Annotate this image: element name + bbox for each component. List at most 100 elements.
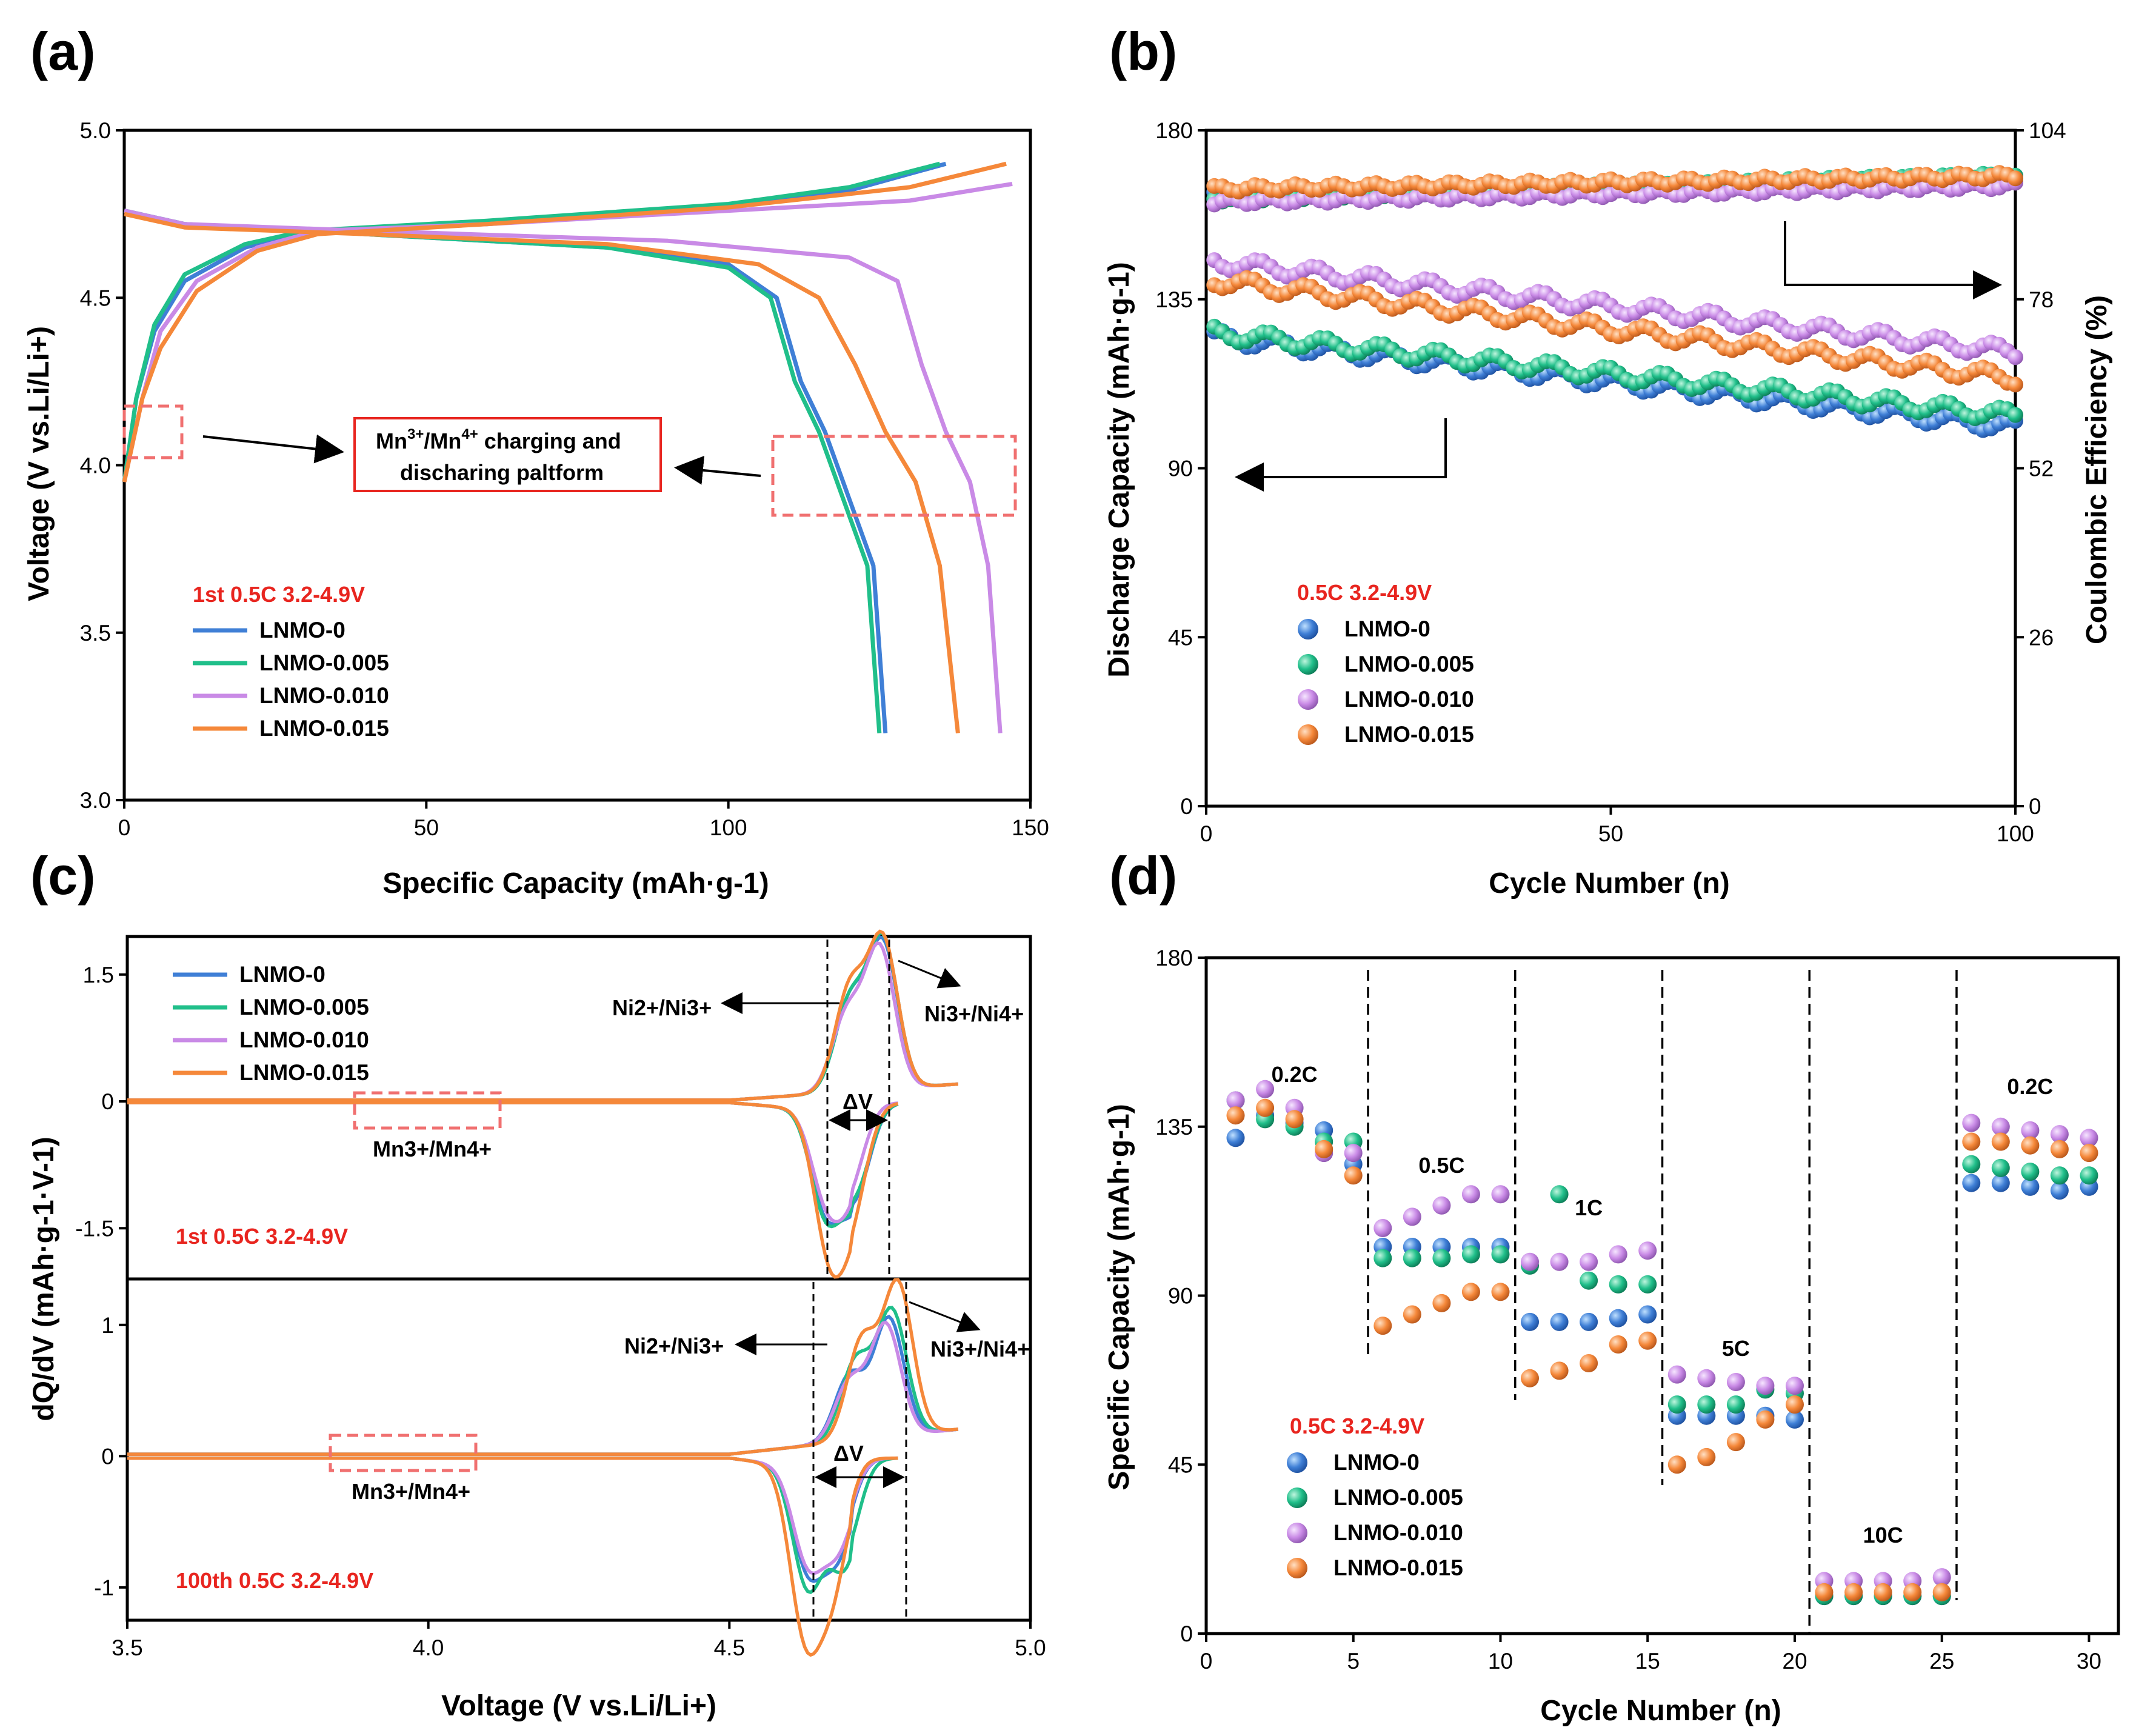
panel-b-y2tick-label-0: 0 (2029, 794, 2041, 819)
panel-d-capacity-point (1461, 1245, 1480, 1264)
panel-d-capacity-point (1697, 1447, 1716, 1466)
panel-c-legend-label-1: LNMO-0.005 (239, 995, 369, 1020)
panel-c-legend-label-0: LNMO-0 (239, 962, 325, 987)
panel-c-bottom-ytick-label-0: -1 (94, 1575, 114, 1600)
panel-d-legend-marker-0 (1287, 1452, 1307, 1473)
panel-d-capacity-point (2021, 1177, 2040, 1196)
panel-label-a: (a) (30, 21, 96, 81)
panel-d-legend-label-1: LNMO-0.005 (1333, 1485, 1463, 1510)
panel-d-capacity-point (1667, 1365, 1686, 1384)
panel-b-capacity-point (2008, 349, 2023, 366)
panel-c-bottom-red-arrow (909, 1301, 981, 1332)
panel-d-ytick-label-4: 180 (1155, 946, 1193, 970)
panel-c-top-red-label: Ni3+/Ni4+ (924, 1001, 1024, 1026)
panel-c-chart: 3.5 4.0 4.5 5.0 -1.5 0 1.5 -1 0 1 ΔV ΔV Ni2+/Ni3+… (28, 929, 1046, 1722)
panel-d-capacity-point (1550, 1185, 1569, 1204)
panel-d-capacity-point (1609, 1335, 1627, 1354)
panel-a-discharge-curve-3 (124, 212, 960, 733)
panel-a-legend-label-2: LNMO-0.010 (259, 683, 389, 708)
panel-a-ytick-label-0: 3.0 (80, 788, 111, 813)
panel-a-mn-box-left (122, 404, 184, 459)
panel-a-y-axis-label: Voltage (V vs.Li/Li+) (23, 326, 55, 601)
panel-a-condition: 1st 0.5C 3.2-4.9V (193, 582, 365, 607)
panel-b-legend-label-1: LNMO-0.005 (1344, 652, 1474, 676)
panel-a-xtick-label-1: 50 (414, 815, 439, 840)
panel-c-bottom-red-label: Ni3+/Ni4+ (930, 1337, 1030, 1361)
panel-d-capacity-point (1962, 1113, 1981, 1132)
panel-d-capacity-point (1962, 1132, 1981, 1151)
panel-b-arrow-left-axis (1235, 418, 1447, 492)
panel-c-bot-oxidation-curve-3 (127, 1278, 959, 1456)
panel-c-y-axis-label: dQ/dV (mAh·g-1·V-1) (28, 1137, 60, 1421)
panel-c-top-ox-label: Ni2+/Ni3+ (612, 995, 712, 1020)
panel-d-capacity-point (1991, 1173, 2010, 1192)
panel-c-bot-oxidation-curve-0 (127, 1314, 959, 1456)
panel-d-rate-label-4: 10C (1863, 1523, 1903, 1547)
panel-d-capacity-point (1461, 1283, 1480, 1301)
panel-c-top-mn-box (353, 1091, 502, 1130)
panel-d-capacity-point (1697, 1395, 1716, 1414)
panel-b-frame (1204, 129, 2017, 808)
panel-d-capacity-point (1844, 1583, 1863, 1601)
panel-d-ytick-label-1: 45 (1168, 1452, 1193, 1477)
panel-c-top-reduction-curve-3 (127, 1101, 899, 1279)
panel-c-legend-label-2: LNMO-0.010 (239, 1027, 369, 1052)
panel-d-legend-label-2: LNMO-0.010 (1333, 1520, 1463, 1545)
panel-d-capacity-point (1874, 1583, 1892, 1601)
panel-c-bot-oxidation-curve-1 (127, 1306, 959, 1456)
panel-b-x-axis-label: Cycle Number (n) (1489, 867, 1729, 900)
panel-b-y2tick-label-4: 104 (2029, 118, 2066, 143)
panel-a-xtick-label-3: 150 (1012, 815, 1049, 840)
panel-d-capacity-point (1991, 1117, 2010, 1136)
panel-d-capacity-point (1403, 1207, 1421, 1226)
panel-a-ytick-label-4: 5.0 (80, 118, 111, 143)
panel-d-rate-label-1: 0.5C (1418, 1153, 1464, 1178)
panel-c-legend-label-3: LNMO-0.015 (239, 1060, 369, 1085)
panel-a-chart: 0 50 100 150 3.0 3.5 4.0 4.5 5.0 Mn3+/Mn4+ charg… (23, 118, 1049, 900)
panel-c-xtick-label-1: 4.0 (413, 1635, 444, 1660)
panel-d-ytick-label-2: 90 (1168, 1284, 1193, 1309)
panel-c-top-ytick-label-0: -1.5 (75, 1216, 114, 1241)
panel-d-capacity-point (2021, 1163, 2040, 1181)
panel-d-xtick-label-4: 20 (1782, 1649, 1807, 1674)
panel-d-capacity-point (1638, 1241, 1657, 1260)
panel-d-capacity-point (1991, 1158, 2010, 1177)
panel-d-capacity-point (2021, 1121, 2040, 1140)
panel-c-bottom-ox-label: Ni2+/Ni3+ (624, 1334, 724, 1358)
panel-d-legend-marker-3 (1287, 1558, 1307, 1578)
panel-a-annotation-box (353, 417, 662, 492)
panel-b-y2tick-label-1: 26 (2029, 625, 2054, 650)
panel-d-capacity-point (1491, 1185, 1510, 1204)
panel-d-capacity-point (1667, 1395, 1686, 1414)
panel-d-capacity-point (1344, 1144, 1363, 1163)
panel-b-legend-marker-3 (1298, 724, 1318, 745)
panel-d-condition: 0.5C 3.2-4.9V (1290, 1414, 1424, 1438)
panel-d-capacity-point (1226, 1129, 1245, 1147)
panel-d-capacity-point (1550, 1312, 1569, 1331)
panel-d-rate-label-5: 0.2C (2007, 1074, 2053, 1099)
panel-d-capacity-point (1550, 1252, 1569, 1271)
panel-a-mn-box-right (771, 435, 1017, 517)
panel-d-capacity-point (1580, 1354, 1598, 1372)
panel-a-ytick-label-1: 3.5 (80, 621, 111, 646)
panel-b-arrow-right-axis (1784, 221, 2002, 299)
panel-d-capacity-point (1756, 1377, 1775, 1395)
panel-d-rate-label-0: 0.2C (1272, 1062, 1318, 1087)
panel-b-legend-marker-0 (1298, 619, 1318, 639)
panel-d-capacity-point (1609, 1275, 1627, 1294)
panel-d-capacity-point (1609, 1245, 1627, 1264)
panel-d-capacity-point (1932, 1583, 1951, 1601)
panel-a-x-axis-label: Specific Capacity (mAh·g-1) (382, 867, 769, 900)
panel-b-xtick-label-1: 50 (1598, 821, 1623, 846)
panel-d-capacity-point (1580, 1271, 1598, 1290)
panel-d-capacity-point (1521, 1312, 1539, 1331)
panel-d-capacity-point (1432, 1249, 1451, 1267)
panel-b-ytick-label-1: 45 (1168, 625, 1193, 650)
panel-c-top-delta-label: ΔV (843, 1089, 873, 1114)
panel-d-capacity-point (2080, 1144, 2098, 1163)
panel-a-charge-curve-2 (122, 181, 1013, 482)
panel-d-xtick-label-6: 30 (2077, 1649, 2101, 1674)
panel-b-capacity-point (2008, 407, 2023, 423)
panel-d-capacity-point (1726, 1373, 1745, 1391)
